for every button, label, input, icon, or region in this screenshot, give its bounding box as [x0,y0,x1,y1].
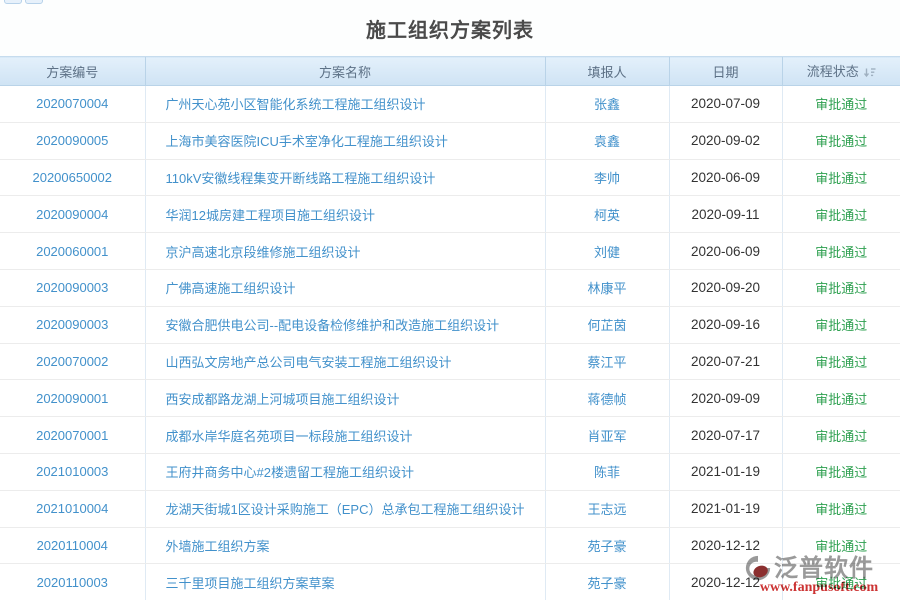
table-row: 2021010004 龙湖天街城1区设计采购施工（EPC）总承包工程施工组织设计… [0,490,900,528]
status-link[interactable]: 审批通过 [781,195,900,234]
construction-plans-table: 方案编号 方案名称 填报人 日期 流程状态 2020070004 广州天心苑小区… [0,56,900,600]
table-row: 2020090004 华润12城房建工程项目施工组织设计 柯英 2020-09-… [0,195,900,234]
column-header-date[interactable]: 日期 [668,56,782,86]
status-link[interactable]: 审批通过 [781,122,900,160]
column-header-plan-id[interactable]: 方案编号 [0,56,145,86]
table-row: 2020070002 山西弘文房地产总公司电气安装工程施工组织设计 蔡江平 20… [0,343,900,381]
date-value: 2020-12-12 [668,527,782,565]
reporter-link[interactable]: 李帅 [544,159,669,197]
date-value: 2020-09-02 [668,122,782,160]
plan-id-link[interactable]: 2020070004 [0,85,145,123]
plan-id-link[interactable]: 2020090005 [0,122,145,160]
date-value: 2020-06-09 [668,159,782,197]
reporter-link[interactable]: 苑子豪 [544,563,669,600]
plan-id-link[interactable]: 2020110003 [0,563,145,600]
status-link[interactable]: 审批通过 [781,159,900,197]
column-header-status[interactable]: 流程状态 [781,56,900,86]
table-row: 2020070004 广州天心苑小区智能化系统工程施工组织设计 张鑫 2020-… [0,85,900,123]
plan-id-link[interactable]: 2020090001 [0,379,145,418]
status-link[interactable]: 审批通过 [781,343,900,381]
date-value: 2021-01-19 [668,490,782,528]
date-value: 2020-09-20 [668,269,782,307]
status-link[interactable]: 审批通过 [781,527,900,565]
reporter-link[interactable]: 蔡江平 [544,343,669,381]
plan-name-link[interactable]: 外墙施工组织方案 [144,527,545,565]
table-row: 2020090003 广佛高速施工组织设计 林康平 2020-09-20 审批通… [0,269,900,307]
plan-name-link[interactable]: 广佛高速施工组织设计 [144,269,545,307]
table-row: 2020090001 西安成都路龙湖上河城项目施工组织设计 蒋德帧 2020-0… [0,379,900,418]
sort-descending-icon[interactable] [863,66,876,81]
plan-id-link[interactable]: 2020090004 [0,195,145,234]
status-link[interactable]: 审批通过 [781,453,900,491]
table-row: 2021010003 王府井商务中心#2楼遗留工程施工组织设计 陈菲 2021-… [0,453,900,491]
plan-id-link[interactable]: 2020090003 [0,269,145,307]
plan-id-link[interactable]: 2020070002 [0,343,145,381]
date-value: 2020-09-11 [668,195,782,234]
date-value: 2020-09-09 [668,379,782,418]
reporter-link[interactable]: 刘健 [544,232,669,270]
plan-name-link[interactable]: 龙湖天街城1区设计采购施工（EPC）总承包工程施工组织设计 [144,490,545,528]
plan-id-link[interactable]: 2020110004 [0,527,145,565]
plan-id-link[interactable]: 2020070001 [0,416,145,454]
date-value: 2020-07-21 [668,343,782,381]
reporter-link[interactable]: 柯英 [544,195,669,234]
table-row: 2020060001 京沪高速北京段维修施工组织设计 刘健 2020-06-09… [0,232,900,270]
reporter-link[interactable]: 张鑫 [544,85,669,123]
status-link[interactable]: 审批通过 [781,232,900,270]
date-value: 2020-07-09 [668,85,782,123]
plan-name-link[interactable]: 成都水岸华庭名苑项目一标段施工组织设计 [144,416,545,454]
status-link[interactable]: 审批通过 [781,416,900,454]
table-row: 2020070001 成都水岸华庭名苑项目一标段施工组织设计 肖亚军 2020-… [0,416,900,454]
column-header-status-label: 流程状态 [806,64,859,79]
plan-name-link[interactable]: 安徽合肥供电公司--配电设备检修维护和改造施工组织设计 [144,306,545,344]
date-value: 2021-01-19 [668,453,782,491]
column-header-reporter[interactable]: 填报人 [544,56,669,86]
reporter-link[interactable]: 蒋德帧 [544,379,669,418]
plan-name-link[interactable]: 京沪高速北京段维修施工组织设计 [144,232,545,270]
plan-id-link[interactable]: 2021010004 [0,490,145,528]
reporter-link[interactable]: 陈菲 [544,453,669,491]
reporter-link[interactable]: 王志远 [544,490,669,528]
plan-id-link[interactable]: 2020090003 [0,306,145,344]
table-row: 20200650002 110kV安徽线程集变开断线路工程施工组织设计 李帅 2… [0,159,900,197]
reporter-link[interactable]: 何芷茵 [544,306,669,344]
status-link[interactable]: 审批通过 [781,306,900,344]
table-row: 2020110003 三千里项目施工组织方案草案 苑子豪 2020-12-12 … [0,563,900,600]
date-value: 2020-07-17 [668,416,782,454]
date-value: 2020-06-09 [668,232,782,270]
status-link[interactable]: 审批通过 [781,379,900,418]
reporter-link[interactable]: 苑子豪 [544,527,669,565]
plan-id-link[interactable]: 2020060001 [0,232,145,270]
page-title: 施工组织方案列表 [366,20,534,42]
status-link[interactable]: 审批通过 [781,85,900,123]
reporter-link[interactable]: 肖亚军 [544,416,669,454]
top-toolbar-button-2[interactable] [25,0,43,4]
plan-name-link[interactable]: 华润12城房建工程项目施工组织设计 [144,195,545,234]
reporter-link[interactable]: 林康平 [544,269,669,307]
plan-name-link[interactable]: 西安成都路龙湖上河城项目施工组织设计 [144,379,545,418]
table-row: 2020090005 上海市美容医院ICU手术室净化工程施工组织设计 袁鑫 20… [0,122,900,160]
table-row: 2020110004 外墙施工组织方案 苑子豪 2020-12-12 审批通过 [0,527,900,565]
plan-name-link[interactable]: 王府井商务中心#2楼遗留工程施工组织设计 [144,453,545,491]
date-value: 2020-09-16 [668,306,782,344]
plan-id-link[interactable]: 2021010003 [0,453,145,491]
plan-name-link[interactable]: 三千里项目施工组织方案草案 [144,563,545,600]
plan-name-link[interactable]: 110kV安徽线程集变开断线路工程施工组织设计 [144,159,545,197]
column-header-plan-name[interactable]: 方案名称 [144,56,545,86]
plan-name-link[interactable]: 上海市美容医院ICU手术室净化工程施工组织设计 [144,122,545,160]
status-link[interactable]: 审批通过 [781,490,900,528]
status-link[interactable]: 审批通过 [781,563,900,600]
plan-id-link[interactable]: 20200650002 [0,159,145,197]
table-row: 2020090003 安徽合肥供电公司--配电设备检修维护和改造施工组织设计 何… [0,306,900,344]
plan-name-link[interactable]: 广州天心苑小区智能化系统工程施工组织设计 [144,85,545,123]
status-link[interactable]: 审批通过 [781,269,900,307]
plan-name-link[interactable]: 山西弘文房地产总公司电气安装工程施工组织设计 [144,343,545,381]
reporter-link[interactable]: 袁鑫 [544,122,669,160]
table-header-row: 方案编号 方案名称 填报人 日期 流程状态 [0,56,900,86]
date-value: 2020-12-12 [668,563,782,600]
top-toolbar-button-1[interactable] [4,0,22,4]
